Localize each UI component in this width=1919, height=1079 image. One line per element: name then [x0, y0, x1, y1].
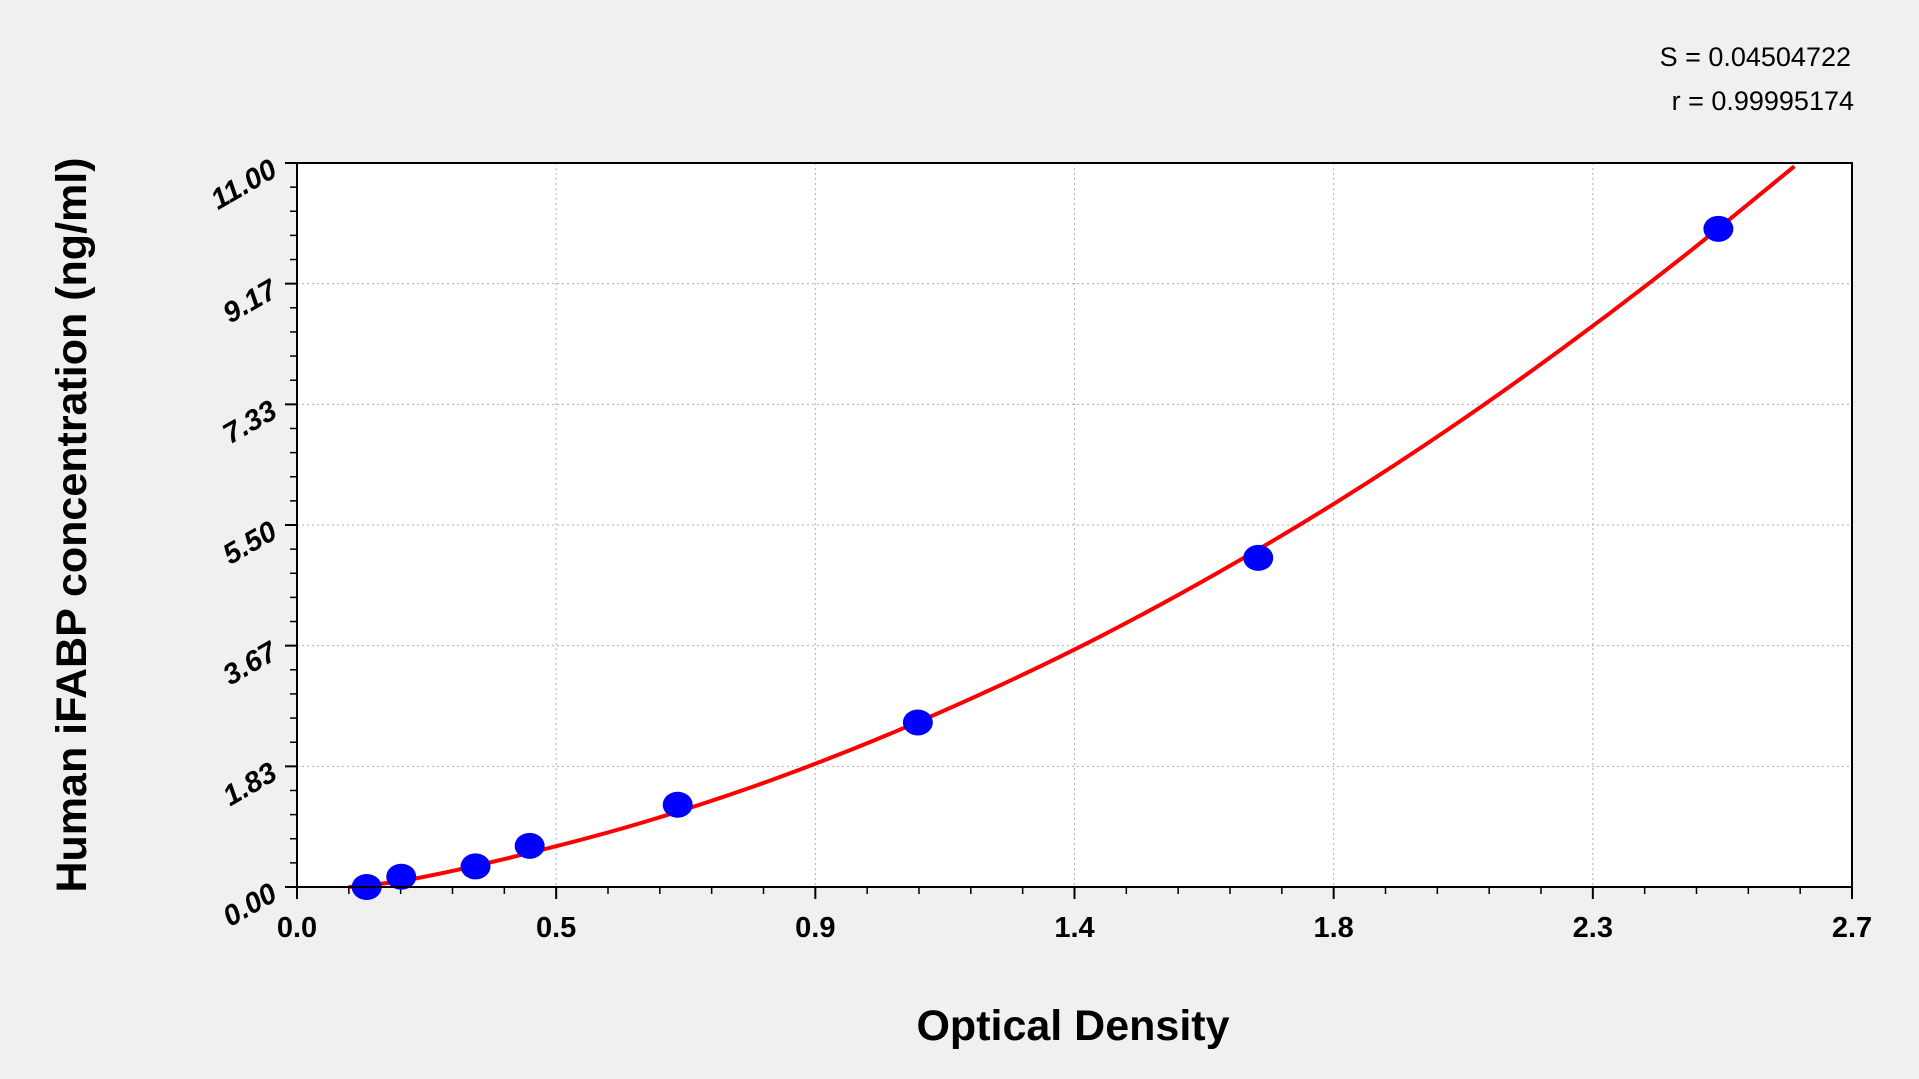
- data-point: [1243, 544, 1274, 571]
- x-tick-label: 1.8: [1314, 912, 1354, 944]
- x-tick-label: 0.0: [277, 912, 317, 944]
- fit-curve: [348, 164, 1796, 889]
- x-tick-label: 0.9: [795, 912, 835, 944]
- data-point: [514, 832, 545, 859]
- data-point: [1703, 215, 1734, 242]
- x-tick-labels: 0.0 0.5 0.9 1.4 1.8 2.3 2.7: [277, 912, 1872, 944]
- x-tick-label: 2.7: [1832, 912, 1872, 944]
- data-points: [351, 215, 1734, 900]
- data-point: [460, 853, 491, 880]
- grid: [297, 163, 1852, 887]
- y-axis-title: Human iFABP concentration (ng/ml): [48, 157, 96, 892]
- r-value-annotation: r = 0.99995174: [1672, 86, 1854, 116]
- plot-frame: [296, 162, 1853, 888]
- x-tick-label: 0.5: [536, 912, 576, 944]
- data-point: [902, 709, 933, 736]
- x-tick-label: 1.4: [1054, 912, 1094, 944]
- data-point: [386, 863, 417, 890]
- axis-ticks: [285, 162, 1853, 899]
- x-axis-title: Optical Density: [916, 1002, 1229, 1050]
- x-tick-label: 2.3: [1573, 912, 1613, 944]
- s-value-annotation: S = 0.04504722: [1660, 42, 1851, 72]
- data-point: [662, 791, 693, 818]
